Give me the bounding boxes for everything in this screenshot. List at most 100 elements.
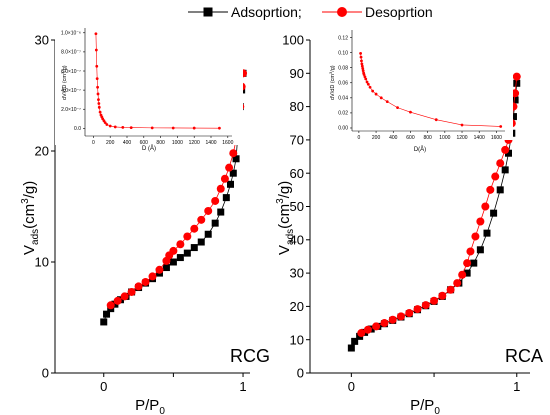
chart-rcg-adsorption-point (232, 155, 240, 163)
inset-rca-point (499, 125, 503, 128)
chart-rcg-y-tick-label: 0 (42, 366, 49, 381)
chart-rca-y-tick-label: 80 (290, 99, 304, 114)
chart-rca-adsorption-point (511, 96, 519, 104)
inset-rca-point (374, 92, 378, 96)
inset-rca-point (360, 59, 363, 63)
chart-rcg-desorption-point (148, 272, 157, 281)
inset-rca-point (363, 75, 367, 79)
chart-rca-y-tick-label: 70 (290, 132, 304, 147)
chart-rcg-desorption-point (197, 215, 206, 224)
chart-rca-adsorption-point (509, 113, 517, 121)
chart-rcg-desorption-point (220, 174, 229, 183)
chart-rcg-adsorption-point (217, 208, 225, 216)
inset-rcg-marks (94, 32, 221, 130)
chart-rca-y-tick-label: 40 (290, 232, 304, 247)
chart-rca-adsorption-point (501, 166, 509, 174)
chart-rcg-adsorption-point (204, 230, 212, 238)
chart-rca-desorption-point (363, 325, 372, 334)
legend-item-adsorption: Adsoprtion; (188, 4, 302, 20)
chart-rcg-adsorption-point (211, 219, 219, 227)
inset-rcg-xlabel: D (Å) (142, 145, 156, 152)
chart-rca-y-tick-label: 20 (290, 299, 304, 314)
chart-rcg-desorption-point (141, 277, 150, 286)
legend: Adsoprtion; Desoprtion (188, 4, 433, 20)
inset-rcg-point (108, 124, 112, 128)
inset-rcg-x-tick-label: 1400 (205, 140, 216, 146)
chart-rca-xlabel: P/P0 (410, 397, 440, 415)
chart-rcg-desorption-point (113, 296, 122, 305)
chart-rcg-label: RCG (230, 346, 270, 366)
inset-rcg-point (121, 125, 125, 129)
inset-rcg-point (96, 85, 99, 89)
chart-rca-adsorption-point (496, 186, 504, 194)
chart-rcg-desorption-point (155, 265, 164, 274)
inset-rcg-y-tick-label: 8.0×10⁻⁷ (61, 50, 81, 56)
inset-rca-x-tick-label: 1000 (439, 135, 450, 141)
inset-rca-x-tick-label: 0 (357, 135, 360, 141)
chart-rca-desorption-point (372, 322, 381, 331)
inset-rcg-x-tick-label: 400 (123, 140, 132, 146)
chart-rca-marks (347, 72, 521, 352)
inset-rcg-point (150, 126, 154, 130)
inset-rcg-y-tick-label: 4.0×10⁻⁷ (61, 88, 81, 94)
inset-rca-point (364, 77, 368, 81)
inset-rca-point (409, 110, 412, 114)
chart-rcg-desorption-point (162, 256, 171, 265)
chart-rca-adsorption-point (504, 149, 512, 157)
inset-rcg-x-tick-label: 200 (106, 140, 115, 146)
inset-rcg-point (129, 126, 133, 129)
chart-rca-desorption-point (481, 202, 490, 211)
inset-rca-point (360, 62, 364, 66)
inset-rca-x-tick-label: 1200 (456, 135, 467, 141)
chart-rcg-desorption-point (190, 224, 199, 233)
inset-rcg-point (103, 121, 107, 125)
inset-rcg-axes: 0 200 400 600 800 1000 1200 1400 1600 0.0 2.0×10⁻⁷… (61, 28, 234, 146)
chart-rca-y-tick-label: 90 (290, 66, 304, 81)
inset-rca-point (360, 64, 364, 68)
inset-rca-y-tick-label: 0.00 (338, 126, 348, 132)
chart-rca-y-tick-label: 30 (290, 266, 304, 281)
inset-rcg-x-tick-label: 0 (92, 140, 95, 146)
inset-rca-y-tick-label: 0.12 (338, 35, 348, 41)
inset-rca-point (396, 106, 399, 110)
inset-rca-y-tick-label: 0.04 (338, 96, 348, 102)
inset-rcg-point (97, 98, 100, 102)
chart-rca-x-tick-label: 0 (348, 379, 355, 394)
chart-rcg-desorption-point (120, 292, 129, 301)
chart-rca-desorption-point (471, 232, 480, 241)
chart-rca-adsorption-point (351, 337, 359, 345)
chart-rca-y-tick-label: 10 (290, 332, 304, 347)
inset-rca-point (365, 80, 369, 84)
legend-adsorption-label: Adsoprtion; (231, 4, 302, 20)
chart-rca-desorption-point (466, 247, 475, 256)
chart-rca-adsorption-point (347, 344, 355, 352)
chart-rca-desorption-point (405, 309, 414, 318)
inset-rca-x-tick-label: 600 (406, 135, 415, 141)
chart-rcg-adsorption-point (176, 254, 184, 262)
inset-rca: 0 200 400 600 800 1000 1200 1400 1600 0.00 0.02 0.0… (313, 24, 513, 153)
chart-rca-desorption-point (413, 305, 422, 314)
chart-rca-adsorption-point (463, 269, 471, 277)
chart-rcg-adsorption-point (100, 318, 108, 326)
inset-rca-point (361, 67, 365, 70)
inset-rca-axes: 0 200 400 600 800 1000 1200 1400 1600 0.00 0.02 0.0… (338, 30, 505, 141)
chart-rcg-adsorption-point (183, 249, 191, 257)
chart-rca-adsorption-point (483, 229, 491, 237)
inset-rca-point (366, 82, 370, 86)
chart-rca-x-tick-label: 1 (513, 379, 520, 394)
inset-rca-x-tick-label: 200 (372, 135, 381, 141)
inset-rca-point (385, 100, 389, 104)
chart-rcg-x-tick-label: 1 (239, 379, 246, 394)
inset-rca-xlabel: D(Å) (414, 146, 426, 153)
chart-rcg-y-tick-label: 10 (35, 255, 49, 270)
chart-rcg-y-tick-label: 20 (35, 144, 49, 159)
chart-rcg-ylabel: Vads(cm3/g) (20, 181, 41, 255)
inset-rca-y-tick-label: 0.02 (338, 111, 348, 117)
inset-rca-x-tick-label: 1400 (474, 135, 485, 141)
inset-rca-point (379, 96, 383, 100)
chart-rcg-adsorption-point (111, 300, 119, 308)
inset-rca-point (460, 123, 464, 127)
inset-rcg-point (96, 92, 100, 96)
chart-rca-desorption-point (486, 185, 495, 194)
